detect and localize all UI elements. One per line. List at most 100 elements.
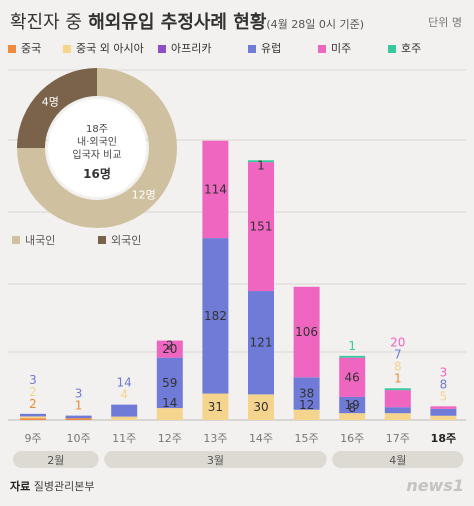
bar-segment bbox=[384, 390, 411, 408]
bar-segment bbox=[111, 416, 138, 420]
month-label: 2월 bbox=[47, 454, 64, 467]
bar-value-label: 31 bbox=[208, 400, 223, 414]
bar-segment bbox=[339, 357, 366, 397]
bar-segment bbox=[430, 406, 457, 409]
title-date: (4월 28일 0시 기준) bbox=[266, 18, 365, 31]
legend-item: 호주 bbox=[388, 40, 421, 56]
legend-item: 유럽 bbox=[248, 40, 281, 56]
legend-label: 중국 외 아시아 bbox=[76, 42, 144, 55]
bar-segment bbox=[202, 238, 229, 394]
bar-segment bbox=[293, 409, 320, 420]
title-main: 해외유입 추정사례 현황 bbox=[88, 12, 267, 33]
bar-segment bbox=[248, 160, 274, 163]
donut-center-text: 18주 bbox=[86, 124, 108, 135]
bar-value-label: 1 bbox=[257, 158, 265, 172]
donut-legend-swatch bbox=[98, 236, 106, 244]
bar-value-label: 1 bbox=[75, 399, 83, 413]
bar-segment bbox=[339, 396, 366, 414]
bar-value-label: 38 bbox=[299, 387, 314, 401]
legend-item: 아프리카 bbox=[158, 40, 211, 56]
bar-value-label: 7 bbox=[394, 347, 402, 361]
bar-segment bbox=[430, 415, 457, 420]
legend-item: 미주 bbox=[318, 40, 351, 56]
bar-value-label: 20 bbox=[390, 335, 405, 349]
bar-value-label: 121 bbox=[250, 336, 273, 350]
legend-item: 중국 외 아시아 bbox=[63, 40, 144, 56]
bar-value-label: 19 bbox=[345, 398, 360, 412]
chart-title: 확진자 중 해외유입 추정사례 현황(4월 28일 0시 기준) bbox=[10, 8, 364, 34]
bar-value-label: 46 bbox=[345, 370, 360, 384]
x-tick-label: 16주 bbox=[340, 432, 364, 445]
bar-value-label: 151 bbox=[250, 220, 273, 234]
bar-value-label: 3 bbox=[29, 373, 37, 387]
x-tick-label: 15주 bbox=[295, 432, 319, 445]
bar-value-label: 1 bbox=[348, 339, 356, 353]
legend-swatch bbox=[318, 45, 326, 53]
legend-label: 호주 bbox=[401, 42, 422, 55]
bar-value-label: 8 bbox=[348, 401, 356, 415]
legend-swatch bbox=[63, 45, 71, 53]
bar-segment bbox=[20, 413, 46, 417]
month-pill bbox=[104, 451, 327, 468]
bar-value-label: 2 bbox=[29, 397, 37, 411]
bar-value-label: 182 bbox=[204, 309, 227, 323]
bar-value-label: 3 bbox=[75, 387, 83, 401]
x-tick-label: 17주 bbox=[386, 432, 410, 445]
legend-swatch bbox=[8, 45, 16, 53]
x-tick-label: 18주 bbox=[431, 432, 456, 445]
bar-value-label: 1 bbox=[394, 371, 402, 385]
x-tick-label: 13주 bbox=[203, 432, 227, 445]
x-tick-label: 10주 bbox=[67, 432, 91, 445]
legend: 중국 중국 외 아시아 아프리카 유럽 미주 호주 bbox=[8, 40, 468, 56]
legend-label: 아프리카 bbox=[171, 42, 212, 55]
legend-swatch bbox=[158, 45, 166, 53]
bar-value-label: 5 bbox=[440, 389, 448, 403]
bar-segment bbox=[156, 340, 183, 358]
source: 자료 질병관리본부 bbox=[10, 478, 94, 494]
donut-legend-swatch bbox=[12, 236, 20, 244]
source-text: 질병관리본부 bbox=[33, 480, 95, 493]
bar-segment bbox=[293, 377, 320, 410]
x-tick-label: 14주 bbox=[249, 432, 273, 445]
bar-segment bbox=[20, 418, 46, 420]
bar-segment bbox=[156, 357, 183, 409]
bar-segment bbox=[384, 413, 411, 420]
bar-value-label: 14 bbox=[117, 376, 132, 390]
donut-slice bbox=[17, 68, 177, 228]
news1-logo: news1 bbox=[406, 476, 464, 495]
bar-segment bbox=[202, 393, 229, 420]
bar-segment bbox=[339, 413, 366, 420]
x-tick-label: 11주 bbox=[112, 432, 136, 445]
donut-center-text: 입국자 비교 bbox=[72, 148, 121, 161]
bar-segment bbox=[339, 355, 366, 358]
bar-value-label: 2 bbox=[29, 385, 37, 399]
legend-swatch bbox=[388, 45, 396, 53]
bar-value-label: 4 bbox=[120, 388, 128, 402]
bar-segment bbox=[65, 418, 92, 420]
donut-center-total: 16명 bbox=[83, 167, 111, 181]
legend-label: 유럽 bbox=[261, 42, 282, 55]
bar-segment bbox=[20, 416, 46, 419]
month-label: 3월 bbox=[207, 454, 224, 467]
legend-item: 중국 bbox=[8, 40, 41, 56]
bar-segment bbox=[293, 286, 320, 378]
unit-label: 단위 명 bbox=[428, 16, 462, 29]
bar-segment bbox=[384, 407, 411, 414]
donut-legend-label: 외국인 bbox=[111, 234, 141, 247]
bar-value-label: 14 bbox=[162, 396, 177, 410]
bar-segment bbox=[248, 162, 274, 292]
bar-segment bbox=[384, 388, 411, 391]
donut-slice-label: 12명 bbox=[132, 189, 156, 202]
month-pill bbox=[13, 451, 99, 468]
source-label: 자료 bbox=[10, 480, 31, 493]
legend-label: 미주 bbox=[331, 42, 352, 55]
legend-swatch bbox=[248, 45, 256, 53]
bar-value-label: 2 bbox=[166, 339, 174, 353]
month-label: 4월 bbox=[389, 454, 406, 467]
bar-value-label: 106 bbox=[295, 325, 318, 339]
donut-legend-label: 내국인 bbox=[25, 234, 55, 247]
bar-segment bbox=[430, 408, 457, 416]
donut-center bbox=[48, 99, 146, 197]
donut-center-text: 내·외국인 bbox=[77, 136, 117, 148]
